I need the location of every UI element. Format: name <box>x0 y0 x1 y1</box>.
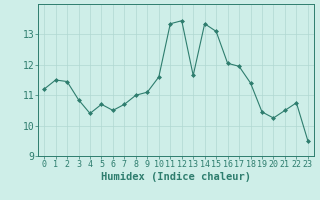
X-axis label: Humidex (Indice chaleur): Humidex (Indice chaleur) <box>101 172 251 182</box>
